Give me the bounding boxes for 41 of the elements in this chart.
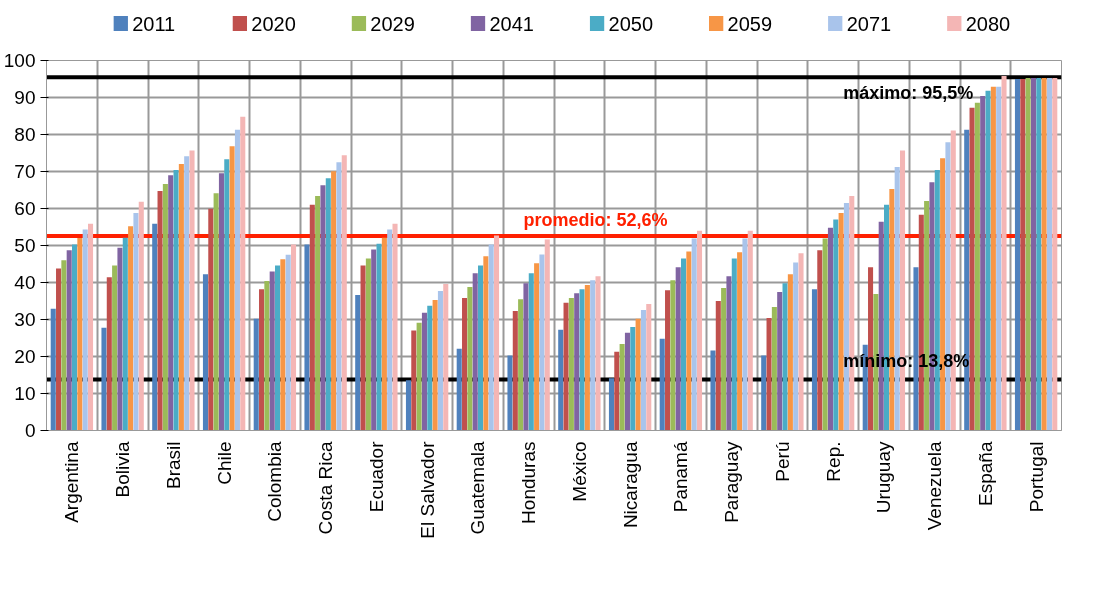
x-tick-label: Venezuela [924,441,946,531]
x-tick-label: Argentina [61,441,83,523]
x-tick-label: Guatemala [467,441,489,535]
x-tick-label: España [974,441,996,506]
x-tick-label: Perú [771,441,793,482]
y-tick-label: 90 [14,87,36,108]
x-tick-label: Bolivia [112,441,134,498]
x-tick-label: Colombia [264,441,286,522]
x-tick-label: Uruguay [873,441,895,514]
ref-line-label: promedio: 52,6% [523,209,668,230]
x-tick-label: Honduras [518,441,540,524]
ref-line-label: máximo: 95,5% [843,83,974,104]
y-tick-label: 80 [14,124,36,145]
x-tick-label: Panamá [670,441,692,513]
legend-label: 2050 [608,12,654,35]
legend-label: 2011 [132,12,176,35]
x-tick-label: Chile [213,441,235,485]
legend-label: 2020 [251,12,296,35]
y-tick-label: 70 [14,161,36,182]
x-tick-label: El Salvador [416,440,438,539]
y-tick-label: 0 [24,420,36,441]
x-tick-label: Paraguay [721,441,743,523]
y-tick-label: 50 [14,235,36,256]
x-tick-label: Ecuador [365,440,387,513]
y-tick-label: 60 [14,198,36,219]
legend-label: 2029 [370,12,415,35]
legend-label: 2080 [965,12,1011,35]
legend-label: 2071 [846,12,892,35]
x-tick-label: Costa Rica [315,441,337,535]
y-tick-label: 10 [14,383,36,404]
legend-label: 2041 [489,12,534,35]
legend-label: 2059 [727,12,773,35]
y-tick-label: 30 [14,309,36,330]
y-tick-label: 40 [14,272,36,293]
x-tick-label: Brasil [162,441,184,490]
x-tick-label: Nicaragua [619,441,641,529]
y-tick-label: 100 [3,50,36,71]
x-tick-label: Portugal [1025,441,1047,513]
y-tick-label: 20 [14,346,36,367]
x-tick-label: México [568,441,590,502]
x-tick-label: Rep. [822,441,844,482]
